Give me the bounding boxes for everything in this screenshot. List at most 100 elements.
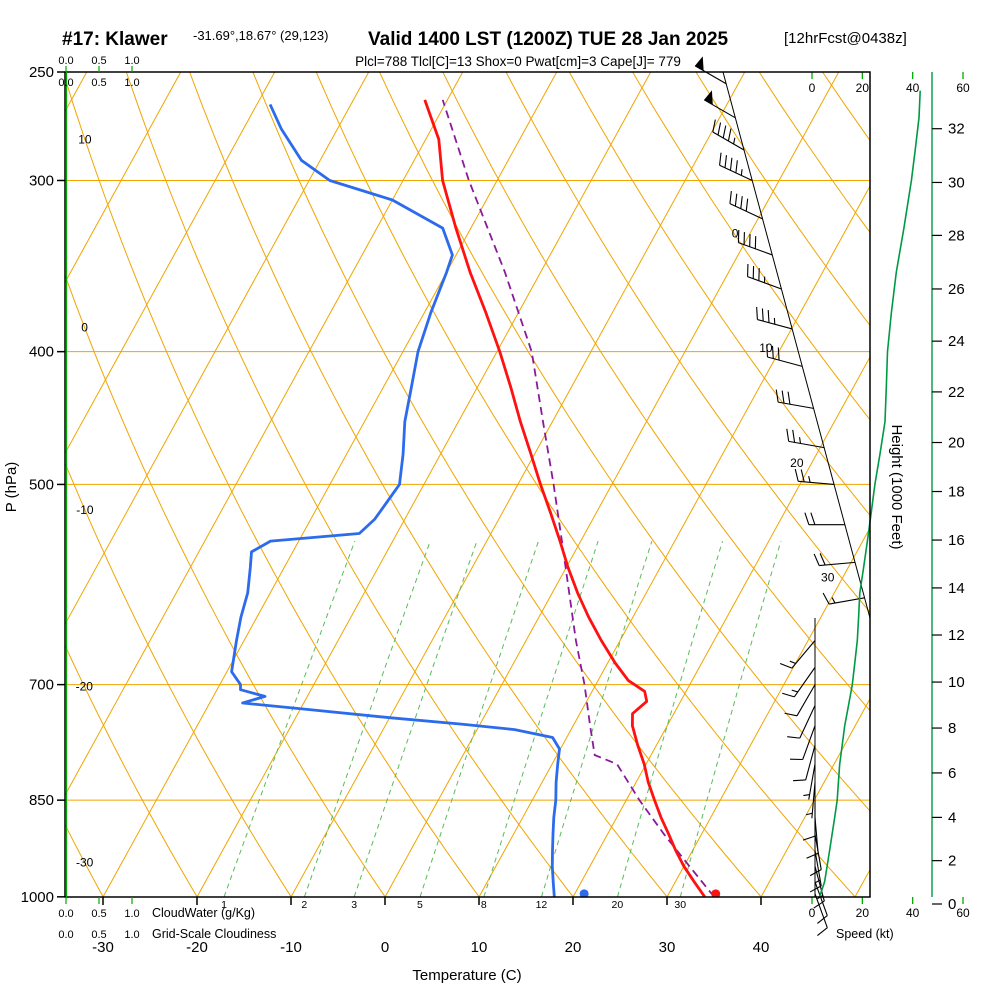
isotherm-line xyxy=(384,72,840,897)
wind-barb-half xyxy=(740,169,743,176)
wind-barb-full xyxy=(809,885,822,893)
wind-barb-staff xyxy=(814,881,828,916)
station-coordinates: -31.69°,18.67° (29,123) xyxy=(193,28,328,43)
height-axis-title: Height (1000 Feet) xyxy=(888,424,905,549)
dry-adiabat-line xyxy=(505,72,870,613)
wind-barb-full xyxy=(781,390,785,404)
mixing-ratio-label: 8 xyxy=(481,899,487,911)
wind-barb-full xyxy=(724,155,728,168)
temp-tick-label: 40 xyxy=(753,939,770,956)
generated-chart-layers: 1 2 3 5 8 12 20 30100-10-20-3001020300246810121… xyxy=(21,55,970,956)
height-tick-label: 20 xyxy=(948,435,965,452)
right-axes: 0246810121416182022242628303200202040406… xyxy=(809,72,970,920)
wind-barb-full xyxy=(767,310,770,323)
temp-tick-label: 10 xyxy=(471,939,488,956)
temp-tick-label: 20 xyxy=(565,939,582,956)
wind-barb-half xyxy=(831,597,836,604)
dry-adiabat-line xyxy=(568,72,870,517)
cloudiness-scale-top-label: 0.0 xyxy=(58,77,73,89)
isotherm-label: 30 xyxy=(821,571,835,585)
wind-barb-full xyxy=(719,152,722,166)
temp-tick-label: 30 xyxy=(659,939,676,956)
wind-barb-full xyxy=(787,736,800,739)
wind-barb-full xyxy=(787,391,791,405)
isotherm-line xyxy=(290,72,746,897)
adiabat-label: -30 xyxy=(76,856,94,870)
wind-barb-staff xyxy=(703,99,736,119)
isotherm-line xyxy=(478,185,870,897)
wind-barb-staff xyxy=(802,725,816,760)
wind-barb-full xyxy=(794,468,799,482)
cloudwater-scale-title: CloudWater (g/Kg) xyxy=(152,906,255,920)
height-tick-label: 2 xyxy=(948,853,956,870)
wind-barb-full xyxy=(817,915,828,924)
chart-text: #17: Klawer -31.69°,18.67° (29,123) Vali… xyxy=(3,28,907,984)
surface-temp-dot xyxy=(711,889,721,897)
temperature-axis-title: Temperature (C) xyxy=(412,967,521,984)
wind-barb-full xyxy=(727,128,732,142)
valid-time-title: Valid 1400 LST (1200Z) TUE 28 Jan 2025 xyxy=(368,29,729,50)
wind-barb-pennant xyxy=(704,90,713,105)
grid-lines xyxy=(65,72,870,897)
wind-barb-full xyxy=(782,692,795,698)
pressure-tick-label: 250 xyxy=(29,64,54,81)
cloudwater-scale-bottom-label: 1.0 xyxy=(124,908,139,920)
speed-axis-title: Speed (kt) xyxy=(836,927,894,941)
isotherm-line xyxy=(760,697,870,897)
mixing-ratio-label: 2 xyxy=(301,899,307,911)
height-tick-label: 28 xyxy=(948,227,965,244)
mixing-ratio-lines xyxy=(223,540,782,897)
stability-indices-line: Plcl=788 Tlcl[C]=13 Shox=0 Pwat[cm]=3 Ca… xyxy=(355,54,681,69)
wind-barb-staff xyxy=(798,480,835,485)
adiabat-label: -20 xyxy=(76,679,94,693)
wind-barb-staff xyxy=(808,763,816,800)
wind-barb-full xyxy=(717,122,722,136)
wind-barb-staff xyxy=(694,65,727,85)
wind-barb-full xyxy=(793,779,806,782)
wind-barb-full xyxy=(813,553,820,566)
wind-barb-full xyxy=(792,429,796,443)
height-tick-label: 4 xyxy=(948,809,956,826)
wind-barb-full xyxy=(729,157,733,171)
wind-barb-half xyxy=(799,437,802,444)
dewpoint-curve xyxy=(230,103,561,897)
wind-barb-full xyxy=(800,469,805,482)
mixing-ratio-label: 5 xyxy=(417,899,423,911)
dry-adiabat-line xyxy=(379,72,870,812)
pressure-tick-label: 850 xyxy=(29,792,54,809)
speed-tick-label-bottom: 40 xyxy=(906,906,920,920)
isotherm-line xyxy=(666,526,870,897)
cloudiness-scale-bottom-label: 0.5 xyxy=(91,929,106,941)
wind-barb-staff xyxy=(767,356,803,367)
pressure-axis-title: P (hPa) xyxy=(3,462,20,513)
temp-tick-label: -20 xyxy=(186,939,208,956)
temp-tick-label: -30 xyxy=(92,939,114,956)
adiabat-label: 10 xyxy=(78,132,92,146)
pressure-tick-label: 400 xyxy=(29,344,54,361)
wind-barb-staff xyxy=(811,782,816,819)
height-tick-label: 32 xyxy=(948,121,965,138)
height-tick-label: 18 xyxy=(948,484,965,501)
wind-barb-staff xyxy=(719,164,753,181)
height-tick-label: 6 xyxy=(948,765,956,782)
dry-adiabat-line xyxy=(442,72,870,712)
wind-barb-staff xyxy=(799,705,816,739)
dry-adiabat-line xyxy=(65,461,292,897)
dry-adiabat-line xyxy=(65,76,480,897)
cloudiness-scale-top-label: 0.5 xyxy=(91,77,106,89)
isotherm-label: 0 xyxy=(732,226,739,240)
wind-barb-staff xyxy=(814,834,822,870)
wind-barb-full xyxy=(810,512,816,525)
dry-adiabat-line xyxy=(125,72,574,897)
cloudwater-scale-top-label: 0.0 xyxy=(58,55,73,67)
dry-adiabat-line xyxy=(65,273,386,897)
adiabat-label: 0 xyxy=(81,320,88,334)
temp-tick-label: -10 xyxy=(280,939,302,956)
surface-dewpoint-dot xyxy=(579,889,589,897)
wind-barb-staff xyxy=(778,401,814,409)
isotherm-line xyxy=(65,72,370,626)
height-tick-label: 8 xyxy=(948,720,956,737)
adiabat-label: -10 xyxy=(76,503,94,517)
speed-tick-label-top: 40 xyxy=(906,81,920,95)
